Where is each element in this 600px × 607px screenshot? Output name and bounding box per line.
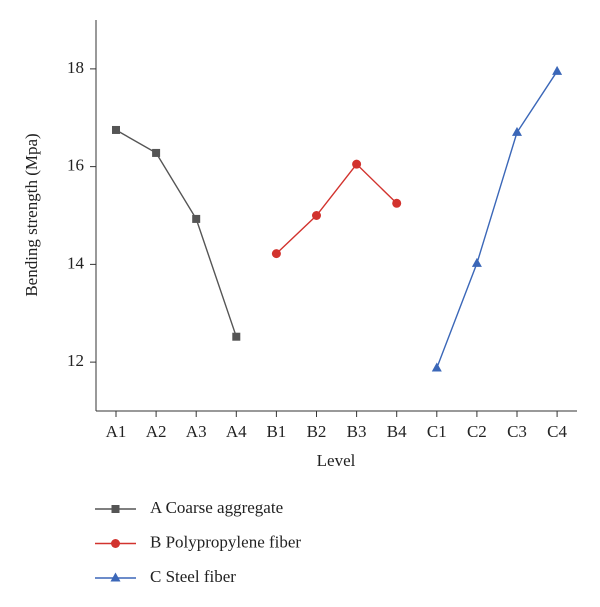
x-tick-label: A4 [226, 422, 247, 441]
marker [512, 126, 522, 136]
marker [112, 125, 120, 134]
x-tick-label: A3 [186, 422, 207, 441]
x-tick-label: C4 [547, 422, 567, 441]
x-tick-label: A1 [106, 422, 127, 441]
series-line [436, 70, 558, 369]
legend-marker [111, 505, 120, 513]
x-tick-label: C2 [467, 422, 487, 441]
legend-label: C Steel fiber [150, 567, 236, 586]
marker [431, 362, 442, 372]
legend-label: A Coarse aggregate [150, 498, 283, 517]
y-tick-label: 18 [67, 58, 84, 77]
marker [552, 65, 563, 75]
marker [392, 198, 402, 208]
x-tick-label: C1 [427, 422, 447, 441]
marker [471, 257, 482, 267]
x-tick-label: B2 [307, 422, 327, 441]
marker [232, 332, 241, 341]
x-tick-label: C3 [507, 422, 527, 441]
y-tick-label: 16 [67, 156, 84, 175]
y-axis-label: Bending strength (Mpa) [22, 133, 41, 296]
x-axis-label: Level [317, 451, 356, 470]
marker [271, 249, 281, 259]
series-line [115, 129, 237, 337]
marker [312, 211, 321, 220]
legend-marker [111, 539, 120, 548]
y-tick-label: 14 [67, 253, 85, 272]
legend-marker [110, 572, 121, 582]
x-tick-label: B3 [347, 422, 367, 441]
x-tick-label: B4 [387, 422, 407, 441]
x-tick-label: A2 [146, 422, 167, 441]
marker [192, 214, 201, 223]
legend-label: B Polypropylene fiber [150, 532, 301, 551]
y-tick-label: 12 [67, 351, 84, 370]
marker [152, 148, 161, 157]
series-line [275, 163, 398, 255]
x-tick-label: B1 [266, 422, 286, 441]
marker [352, 159, 362, 169]
